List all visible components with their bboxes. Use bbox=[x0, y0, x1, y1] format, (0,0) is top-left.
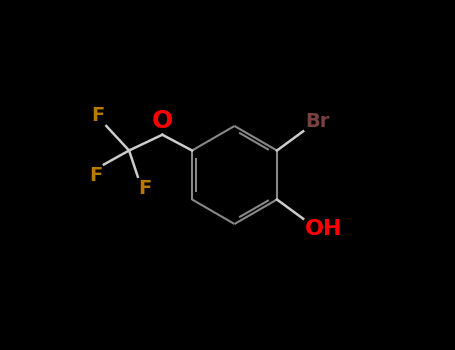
Text: O: O bbox=[152, 109, 173, 133]
Text: F: F bbox=[89, 166, 102, 184]
Text: F: F bbox=[138, 178, 152, 197]
Text: Br: Br bbox=[305, 112, 329, 131]
Text: F: F bbox=[91, 106, 105, 125]
Text: OH: OH bbox=[305, 219, 343, 239]
